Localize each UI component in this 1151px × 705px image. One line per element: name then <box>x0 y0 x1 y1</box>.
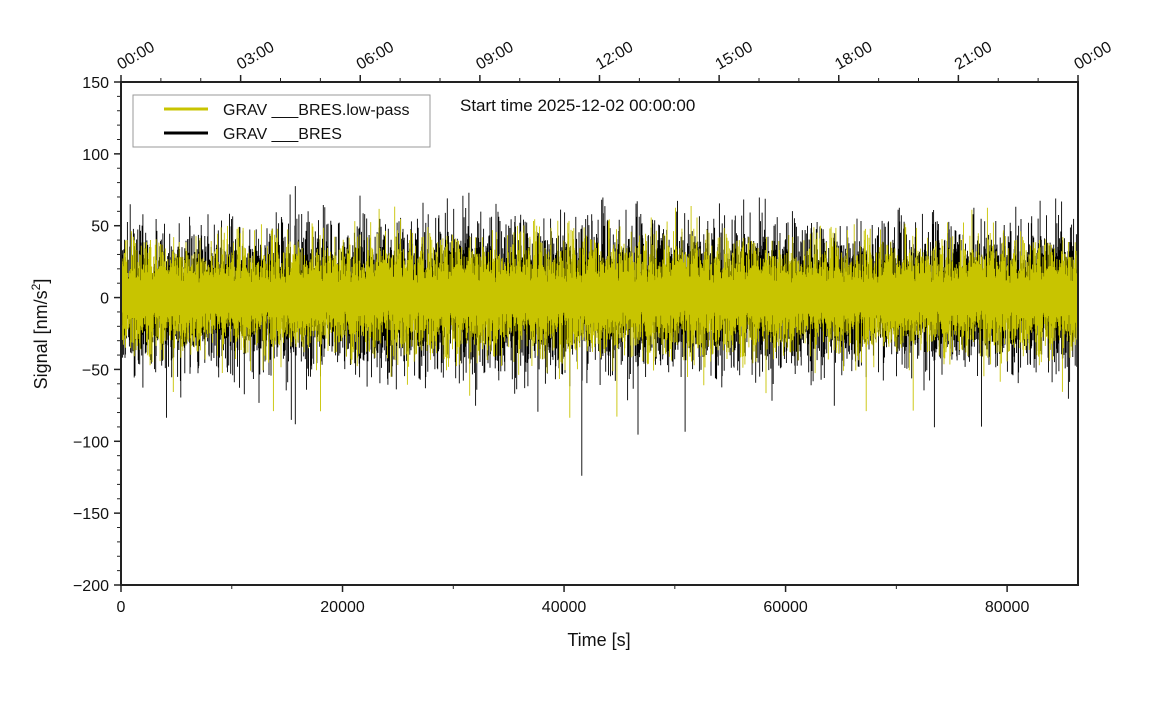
signal-traces <box>120 186 1079 476</box>
legend-label-raw: GRAV ___BRES <box>223 126 342 143</box>
top-tick-label: 00:00 <box>1072 39 1115 74</box>
y-tick-label: −50 <box>82 362 109 379</box>
chart-title: Start time 2025-12-02 00:00:00 <box>460 96 695 115</box>
top-tick-label: 09:00 <box>473 39 516 74</box>
top-tick-label: 12:00 <box>593 39 636 74</box>
x-tick-label: 80000 <box>985 599 1030 616</box>
y-tick-label: −150 <box>73 506 109 523</box>
top-tick-label: 06:00 <box>354 39 397 74</box>
x-tick-label: 20000 <box>320 599 365 616</box>
legend: GRAV ___BRES.low-pass GRAV ___BRES <box>132 94 431 148</box>
legend-box <box>132 94 431 148</box>
x-tick-label: 0 <box>117 599 126 616</box>
y-axis-label: Signal [nm/s2] <box>29 279 51 390</box>
top-tick-label: 18:00 <box>832 39 875 74</box>
y-tick-label: 150 <box>82 75 109 92</box>
y-tick-label: −200 <box>73 578 109 595</box>
top-tick-label: 03:00 <box>234 39 277 74</box>
x-tick-label: 60000 <box>763 599 808 616</box>
top-tick-label: 15:00 <box>713 39 756 74</box>
y-tick-label: −100 <box>73 434 109 451</box>
top-tick-label: 00:00 <box>115 39 158 74</box>
x-tick-label: 40000 <box>542 599 587 616</box>
y-tick-label: 50 <box>91 219 109 236</box>
legend-label-lowpass: GRAV ___BRES.low-pass <box>223 102 409 119</box>
y-tick-label: 100 <box>82 147 109 164</box>
y-tick-label: 0 <box>100 291 109 308</box>
x-axis-label: Time [s] <box>567 630 630 650</box>
top-tick-label: 21:00 <box>952 39 995 74</box>
